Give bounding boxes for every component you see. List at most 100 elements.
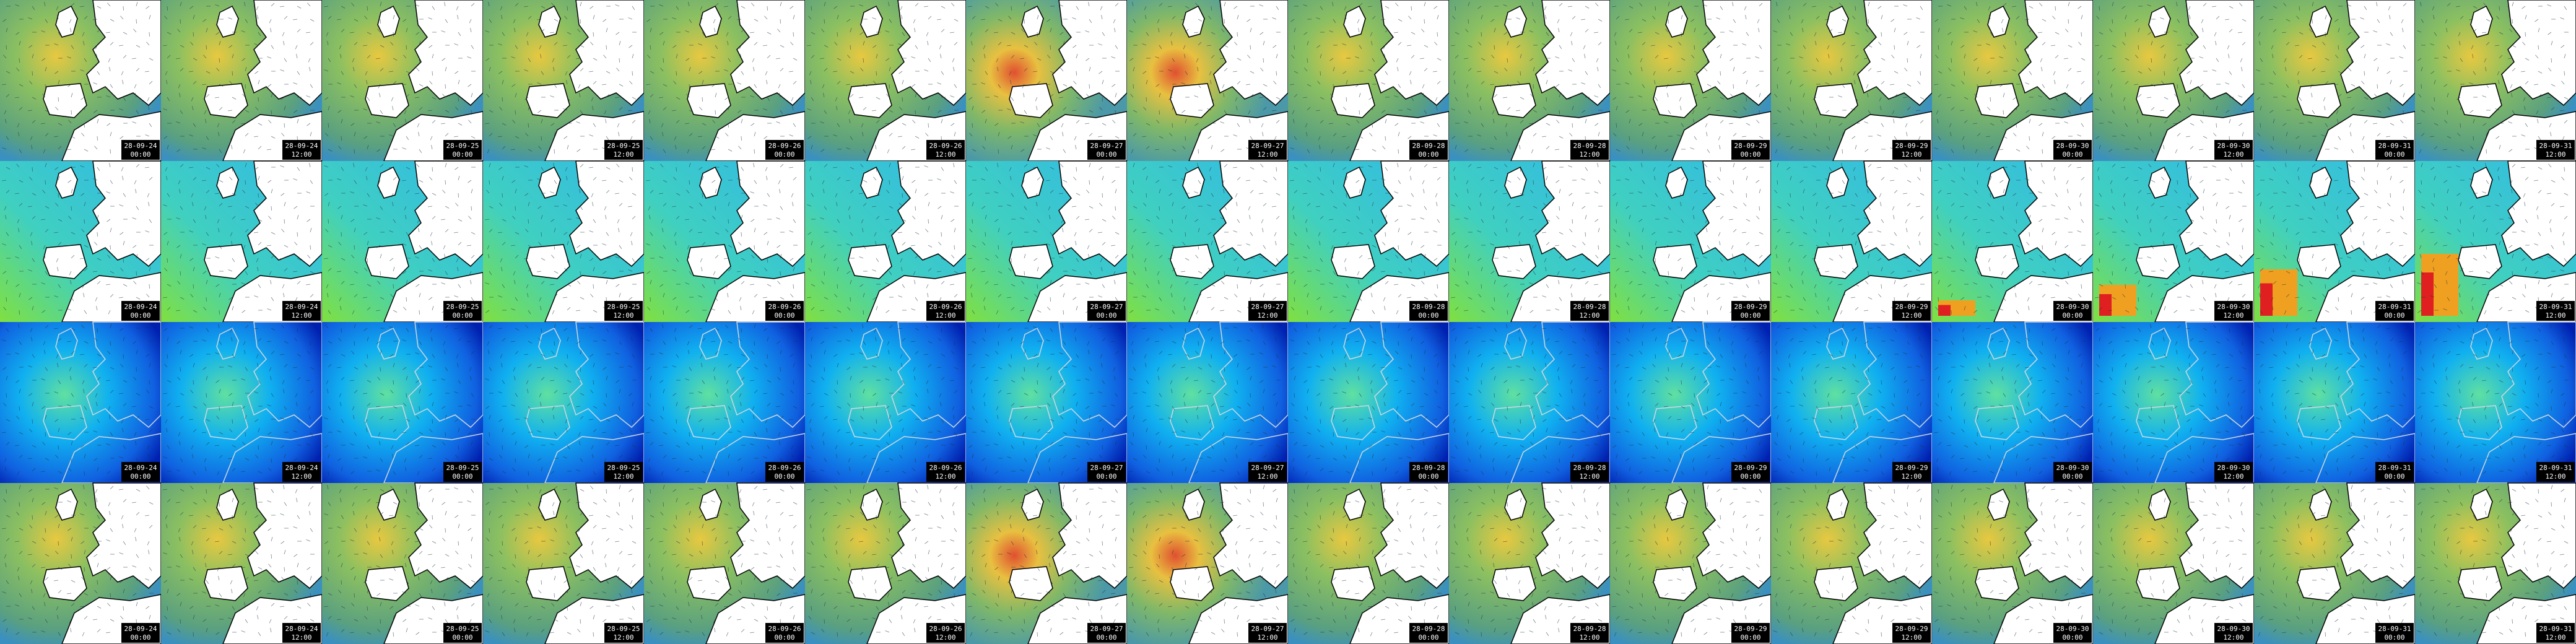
wind-arrow xyxy=(824,67,828,72)
wind-arrow xyxy=(938,110,942,113)
wind-arrow xyxy=(541,28,545,33)
label-box xyxy=(604,140,643,160)
wind-arrow xyxy=(951,2,955,7)
wind-arrow xyxy=(41,30,46,33)
wind-arrow xyxy=(1653,71,1656,76)
wind-arrow xyxy=(724,6,729,7)
wind-arrow xyxy=(811,32,816,35)
wind-arrow xyxy=(1557,19,1560,24)
wind-arrow xyxy=(1063,41,1065,46)
wind-arrow xyxy=(1320,97,1325,100)
wind-arrow xyxy=(1730,94,1734,98)
wind-arrow xyxy=(554,84,557,89)
wind-arrow xyxy=(699,107,703,111)
wind-arrow xyxy=(767,32,772,35)
wind-arrow xyxy=(67,56,72,59)
wind-arrow xyxy=(1172,149,1177,152)
wind-arrow xyxy=(885,123,890,124)
wind-arrow xyxy=(202,84,207,85)
wind-arrow xyxy=(1320,54,1322,59)
wind-arrow xyxy=(1224,2,1226,7)
wind-arrow xyxy=(1303,4,1308,7)
wind-arrow xyxy=(541,71,544,76)
wind-arrow xyxy=(750,32,755,33)
wind-arrow xyxy=(1276,54,1278,59)
wind-arrow xyxy=(1638,95,1643,98)
wind-arrow xyxy=(715,2,719,7)
wind-arrow xyxy=(489,133,493,137)
wind-arrow xyxy=(1059,97,1064,98)
wind-arrow xyxy=(1518,136,1521,141)
wind-arrow xyxy=(16,67,20,72)
wind-arrow xyxy=(1237,80,1241,85)
wind-arrow xyxy=(215,32,220,35)
wind-arrow xyxy=(1290,84,1295,85)
wind-arrow xyxy=(1316,45,1321,48)
wind-arrow xyxy=(1346,123,1351,126)
wind-arrow xyxy=(808,15,812,20)
wind-arrow xyxy=(776,58,781,59)
wind-arrow xyxy=(1572,15,1576,20)
wind-arrow xyxy=(541,6,546,9)
wind-arrow xyxy=(1407,108,1412,111)
wind-arrow xyxy=(1035,97,1038,102)
wind-arrow xyxy=(1355,56,1360,59)
time-label: 00:00 xyxy=(452,150,472,159)
wind-arrow xyxy=(1290,147,1295,150)
wind-arrow xyxy=(30,136,33,141)
wind-arrow xyxy=(1211,97,1214,102)
land-europe xyxy=(2018,160,2094,268)
wind-arrow xyxy=(807,136,812,139)
wind-arrow xyxy=(981,19,986,20)
wind-arrow xyxy=(458,80,460,85)
wind-arrow xyxy=(1595,2,1599,7)
wind-arrow xyxy=(1185,6,1190,9)
wind-arrow xyxy=(458,32,461,37)
hot-core xyxy=(2099,294,2112,316)
wind-arrow xyxy=(32,54,34,59)
wind-arrow xyxy=(924,69,929,72)
wind-arrow xyxy=(1007,108,1012,111)
wind-arrow xyxy=(511,84,516,87)
wind-arrow xyxy=(809,71,812,76)
wind-arrow xyxy=(754,84,757,89)
wind-arrow xyxy=(1169,133,1173,137)
time-label: 12:00 xyxy=(2545,311,2565,320)
wind-arrow xyxy=(1468,2,1470,7)
wind-arrow xyxy=(835,97,838,102)
wind-arrow xyxy=(202,19,207,22)
wind-arrow xyxy=(850,28,852,33)
wind-arrow xyxy=(1143,107,1147,111)
wind-arrow xyxy=(554,41,558,46)
wind-arrow xyxy=(563,45,568,46)
date-label: 28-09-27 xyxy=(1251,142,1284,150)
wind-arrow xyxy=(537,19,542,20)
land-iberia xyxy=(365,83,409,118)
wind-arrow xyxy=(1629,6,1634,9)
wind-arrow xyxy=(1198,19,1203,22)
wind-arrow xyxy=(1559,45,1562,50)
wind-arrow xyxy=(954,132,956,137)
wind-arrow xyxy=(1294,136,1297,141)
wind-arrow xyxy=(689,133,693,137)
wind-arrow xyxy=(1642,19,1647,22)
date-label: 28-09-29 xyxy=(1895,303,1928,311)
wind-arrow xyxy=(872,110,877,111)
wind-arrow xyxy=(1642,41,1646,46)
wind-arrow xyxy=(577,28,581,33)
wind-arrow xyxy=(206,94,210,98)
wind-arrow xyxy=(1368,69,1373,72)
wind-arrow xyxy=(1759,2,1763,7)
wind-arrow xyxy=(1159,136,1164,139)
wind-arrow xyxy=(791,97,794,102)
wind-arrow xyxy=(1398,84,1401,89)
wind-arrow xyxy=(1704,32,1708,35)
wind-arrow xyxy=(1034,41,1038,46)
time-label: 12:00 xyxy=(935,311,955,320)
wind-arrow xyxy=(1544,6,1547,11)
wind-arrow xyxy=(1307,84,1312,87)
wind-arrow xyxy=(776,121,781,124)
wind-arrow xyxy=(445,110,450,113)
wind-arrow xyxy=(1359,45,1362,50)
